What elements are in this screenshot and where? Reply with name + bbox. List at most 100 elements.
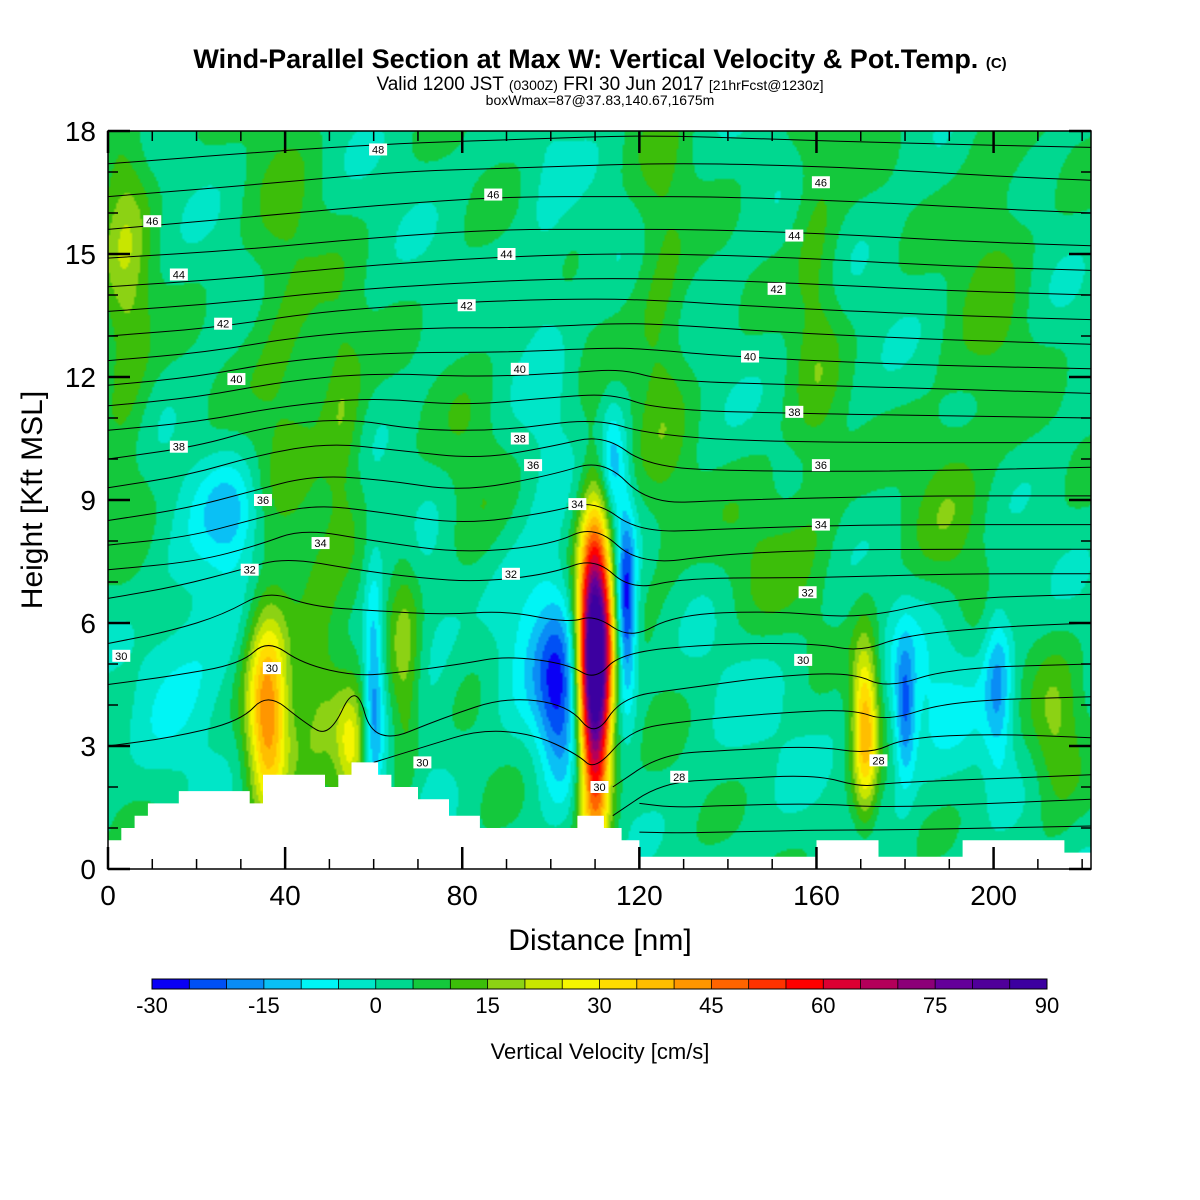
terrain-mask xyxy=(108,762,1091,869)
colorbar-swatch-11 xyxy=(562,979,600,989)
colorbar-tick-label: 90 xyxy=(1035,993,1059,1018)
colorbar-swatch-0 xyxy=(152,979,190,989)
isentrope-label-14: 38 xyxy=(510,432,529,446)
title-mark: (C) xyxy=(985,55,1007,72)
isentrope-48-24 xyxy=(108,135,1091,165)
title-main: Wind-Parallel Section at Max W: Vertical… xyxy=(193,44,979,74)
isentrope-label-31: 28 xyxy=(869,754,888,767)
isentrope-label-8: 42 xyxy=(457,299,476,312)
colorbar-swatch-6 xyxy=(375,979,414,989)
isentrope-label-21: 34 xyxy=(811,518,830,532)
isentrope-label-text: 40 xyxy=(514,364,526,376)
colorbar-swatch-10 xyxy=(524,979,563,989)
colorbar-swatch-1 xyxy=(189,979,228,989)
colorbar-swatch-19 xyxy=(860,979,899,989)
isentrope-label-text: 44 xyxy=(500,249,512,261)
subtitle-prefix: Valid 1200 JST xyxy=(376,74,504,95)
isentrope-label-0: 48 xyxy=(369,143,388,156)
isentrope-label-2: 46 xyxy=(484,188,503,202)
subtitle-date: FRI 30 Jun 2017 xyxy=(563,74,704,95)
isentrope-30-6 xyxy=(108,622,1091,685)
y-tick-label: 15 xyxy=(65,239,96,270)
isentrope-label-27: 30 xyxy=(413,756,432,769)
isentrope-label-text: 28 xyxy=(872,755,884,767)
isentrope-label-text: 48 xyxy=(372,144,384,156)
isentrope-label-text: 42 xyxy=(461,300,473,312)
isentrope-35-11 xyxy=(108,464,1091,521)
colorbar-swatch-5 xyxy=(338,979,377,989)
isentrope-label-text: 32 xyxy=(244,565,256,577)
x-tick-label: 0 xyxy=(100,880,116,911)
isentrope-41-17 xyxy=(108,323,1091,362)
isentrope-label-15: 38 xyxy=(785,405,804,419)
colorbar-swatch-2 xyxy=(226,979,265,989)
isentrope-label-text: 36 xyxy=(257,495,269,507)
isentrope-label-text: 38 xyxy=(788,407,800,419)
isentrope-label-11: 40 xyxy=(510,362,529,376)
isentrope-label-text: 36 xyxy=(815,460,827,472)
colorbar-swatch-7 xyxy=(413,979,451,989)
isentrope-40-16 xyxy=(108,347,1091,386)
isentrope-label-text: 30 xyxy=(593,782,605,794)
isentrope-label-text: 30 xyxy=(797,655,809,667)
colorbar-tick-label: 60 xyxy=(811,993,835,1018)
isentrope-label-18: 36 xyxy=(811,459,830,472)
isentrope-31-7 xyxy=(108,593,1091,644)
isentrope-label-text: 38 xyxy=(173,442,185,454)
colorbar-swatch-21 xyxy=(935,979,973,989)
isentrope-label-19: 34 xyxy=(311,537,330,550)
isentrope-label-9: 42 xyxy=(767,282,786,296)
chart-title: Wind-Parallel Section at Max W: Vertical… xyxy=(0,44,1200,75)
isentrope-label-25: 30 xyxy=(112,649,131,663)
isentrope-43-19 xyxy=(108,278,1091,312)
isentrope-label-text: 42 xyxy=(770,284,782,296)
isentrope-label-3: 46 xyxy=(811,176,830,189)
colorbar-swatch-9 xyxy=(487,979,526,989)
isentrope-34-10 xyxy=(108,503,1091,546)
isentrope-28-2 xyxy=(612,774,1091,817)
colorbar-swatch-17 xyxy=(785,979,824,989)
x-tick-label: 200 xyxy=(970,880,1017,911)
isentrope-label-24: 32 xyxy=(798,586,817,599)
isentrope-label-26: 30 xyxy=(262,662,281,675)
colorbar-swatch-15 xyxy=(711,979,750,989)
isentrope-38-14 xyxy=(108,394,1091,431)
subtitle-fcst: [21hrFcst@1230z] xyxy=(708,77,824,93)
colorbar-swatch-4 xyxy=(301,979,339,989)
isentrope-label-5: 44 xyxy=(497,248,516,261)
isentrope-label-22: 32 xyxy=(240,563,259,577)
isentrope-28-1 xyxy=(639,798,1091,808)
isentrope-label-text: 30 xyxy=(266,663,278,675)
isentrope-39-15 xyxy=(108,369,1091,407)
colorbar: -30 -15 0 15 30 45 60 75 90 xyxy=(136,978,1059,1018)
y-tick-label: 3 xyxy=(80,731,96,762)
isentrope-label-text: 44 xyxy=(173,270,185,282)
isentrope-label-17: 36 xyxy=(524,459,543,472)
isentrope-28-3 xyxy=(612,734,1091,788)
isentrope-label-text: 32 xyxy=(505,569,517,581)
isentrope-label-text: 40 xyxy=(230,374,242,386)
isentrope-label-text: 46 xyxy=(815,177,827,189)
colorbar-label: Vertical Velocity [cm/s] xyxy=(491,1039,710,1064)
isentrope-label-text: 36 xyxy=(527,460,539,472)
colorbar-swatch-13 xyxy=(636,979,675,989)
isentrope-label-text: 46 xyxy=(487,190,499,202)
isentrope-label-20: 34 xyxy=(568,498,587,511)
colorbar-swatch-14 xyxy=(674,979,712,989)
colorbar-tick-label: 75 xyxy=(923,993,947,1018)
isentrope-label-text: 46 xyxy=(146,216,158,228)
isentrope-47-23 xyxy=(108,163,1091,198)
x-tick-label: 80 xyxy=(447,880,478,911)
isentrope-33-9 xyxy=(108,531,1091,571)
isentrope-label-text: 30 xyxy=(115,651,127,663)
x-tick-label: 40 xyxy=(270,880,301,911)
isentrope-label-1: 46 xyxy=(143,215,162,228)
isentrope-label-4: 44 xyxy=(169,268,188,282)
isentrope-label-text: 34 xyxy=(314,538,326,550)
isentrope-label-text: 44 xyxy=(788,231,800,243)
y-tick-label: 6 xyxy=(80,608,96,639)
isentrope-37-13 xyxy=(108,419,1091,460)
isentrope-44-20 xyxy=(108,253,1091,288)
isentrope-label-12: 40 xyxy=(741,350,760,364)
